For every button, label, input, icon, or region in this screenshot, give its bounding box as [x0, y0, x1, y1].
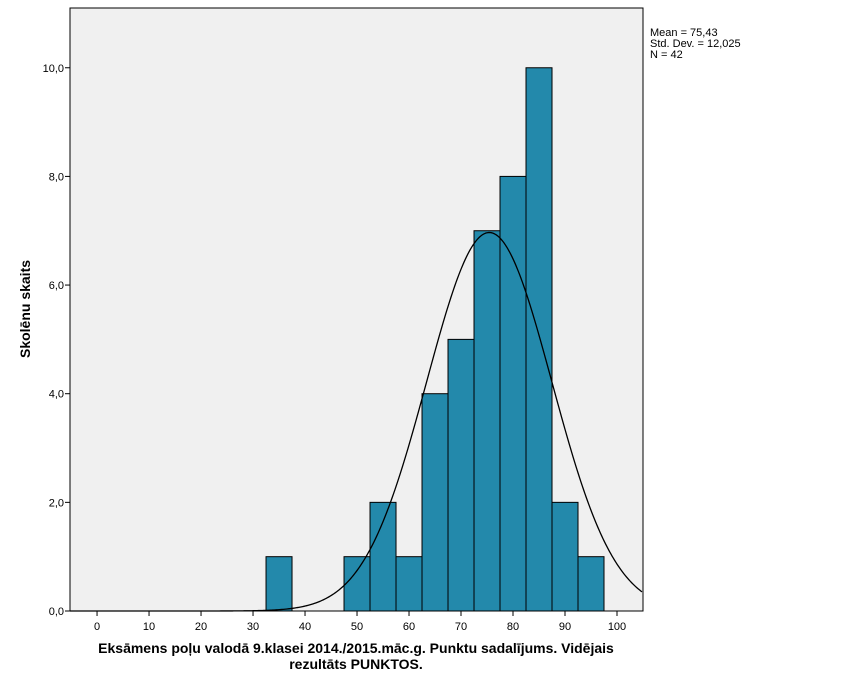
y-tick-label: 4,0 — [49, 389, 64, 401]
axes: 0 10 20 30 40 50 60 70 80 90 100 0,0 2,0 4,0 6,0 8,0 10,… — [43, 63, 627, 633]
stat-mean: Mean = 75,43 — [650, 27, 718, 39]
x-axis-label-line-2: rezultāts PUNKTOS. — [289, 656, 423, 672]
x-axis-label-line-1: Eksāmens poļu valodā 9.klasei 2014./2015… — [98, 640, 614, 656]
histogram-bar-6 — [473, 230, 501, 612]
histogram-bar-0 — [265, 556, 293, 612]
y-tick-label: 0,0 — [49, 606, 64, 618]
histogram-bar-2 — [369, 501, 397, 612]
normal-curve — [70, 231, 643, 612]
stats-legend: Mean = 75,43 Std. Dev. = 12,025 N = 42 — [650, 28, 741, 61]
histogram-bar-10 — [577, 556, 605, 612]
x-tick-label: 40 — [299, 621, 311, 633]
y-tick-label: 8,0 — [49, 171, 64, 183]
x-tick-label: 10 — [143, 621, 155, 633]
y-axis-label: Skolēnu skaits — [17, 260, 33, 358]
histogram-bar-8 — [525, 67, 553, 612]
histogram-bar-3 — [395, 556, 423, 612]
histogram-bar-4 — [421, 393, 449, 612]
y-tick-label: 2,0 — [49, 497, 64, 509]
stat-n: N = 42 — [650, 49, 683, 61]
x-tick-label: 70 — [455, 621, 467, 633]
x-tick-label: 30 — [247, 621, 259, 633]
x-tick-label: 0 — [94, 621, 100, 633]
y-tick-label: 6,0 — [49, 280, 64, 292]
x-tick-label: 60 — [403, 621, 415, 633]
x-tick-label: 80 — [507, 621, 519, 633]
x-tick-label: 90 — [559, 621, 571, 633]
histogram-bar-9 — [551, 501, 579, 612]
histogram-bar-5 — [447, 338, 475, 612]
histogram-bar-7 — [499, 175, 527, 612]
x-tick-label: 50 — [351, 621, 363, 633]
histogram-bar-1 — [343, 556, 371, 612]
x-tick-label: 20 — [195, 621, 207, 633]
y-tick-label: 10,0 — [43, 63, 64, 75]
x-tick-label: 100 — [608, 621, 626, 633]
stat-std-dev: Std. Dev. = 12,025 — [650, 38, 741, 50]
